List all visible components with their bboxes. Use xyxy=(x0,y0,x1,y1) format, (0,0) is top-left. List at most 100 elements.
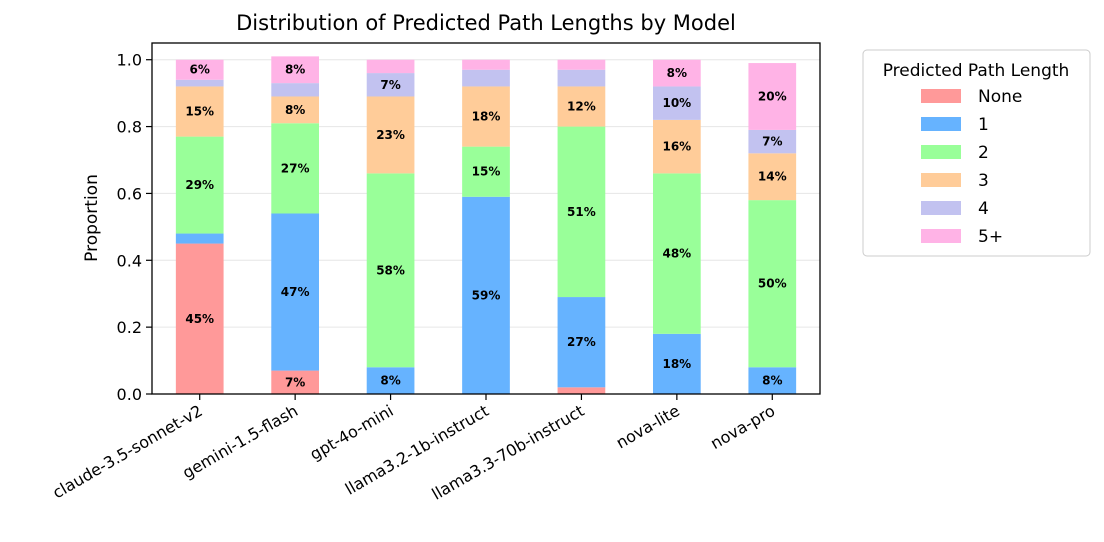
bar-value-label: 8% xyxy=(667,66,687,80)
legend-swatch xyxy=(921,201,961,215)
bar-segment xyxy=(271,213,319,371)
bar-segment xyxy=(175,86,224,137)
legend-swatch xyxy=(921,145,961,159)
bar-segment xyxy=(366,367,415,394)
x-tick-label: gpt-4o-mini xyxy=(307,401,397,464)
bar-segment xyxy=(462,59,510,70)
bar-value-label: 27% xyxy=(281,161,310,175)
bar-segment xyxy=(557,387,606,394)
legend-entry-label: 4 xyxy=(978,199,989,219)
bar-segment xyxy=(557,59,606,70)
y-tick-label: 0.6 xyxy=(117,184,142,203)
legend-entry-label: None xyxy=(978,87,1022,107)
bar-value-label: 8% xyxy=(285,103,305,117)
bar-value-label: 10% xyxy=(662,96,691,110)
bar-value-label: 7% xyxy=(380,78,400,92)
legend-entry-label: 5+ xyxy=(978,227,1003,247)
bar-segment xyxy=(748,129,797,154)
bar-value-label: 15% xyxy=(185,105,214,119)
bar-segment xyxy=(175,136,224,234)
bar-segment xyxy=(271,83,319,97)
bar-value-label: 18% xyxy=(472,110,501,124)
bar-labels: 45% 29% 15% 6% 7% 47% 27% 8% 8% 8% 58% 23% 7% 59% 15% 1… xyxy=(185,63,786,390)
bar-segment xyxy=(271,123,319,214)
bars xyxy=(175,56,797,394)
y-tick-label: 0.4 xyxy=(117,251,142,270)
bar-segment xyxy=(653,59,701,87)
bar-segment xyxy=(366,96,415,174)
bar-value-label: 14% xyxy=(758,170,787,184)
x-tick-label: llama3.3-70b-instruct xyxy=(428,401,587,504)
bar-value-label: 6% xyxy=(190,63,210,77)
y-axis-ticks: 0.0 0.2 0.4 0.6 0.8 1.0 xyxy=(117,51,152,404)
bar-value-label: 48% xyxy=(662,247,691,261)
bar-value-label: 16% xyxy=(662,140,691,154)
y-axis-label: Proportion xyxy=(82,174,102,262)
bar-segment xyxy=(271,96,319,124)
legend-entry-label: 1 xyxy=(978,115,989,135)
bar-value-label: 8% xyxy=(285,63,305,77)
bar-segment xyxy=(462,196,510,394)
bar-segment xyxy=(557,86,606,127)
bar-value-label: 50% xyxy=(758,277,787,291)
bar-value-label: 51% xyxy=(567,205,596,219)
bar-segment xyxy=(175,79,224,87)
legend-frame xyxy=(862,49,1091,257)
bar-value-label: 58% xyxy=(376,263,405,277)
x-tick-label: nova-lite xyxy=(613,401,683,452)
bar-value-label: 29% xyxy=(185,178,214,192)
bar-segment xyxy=(462,86,510,147)
bar-segment xyxy=(653,173,701,334)
bar-segment xyxy=(366,73,415,97)
bar-value-label: 7% xyxy=(285,375,305,389)
bar-value-label: 59% xyxy=(472,288,501,302)
bar-value-label: 7% xyxy=(762,135,782,149)
x-tick-label: claude-3.5-sonnet-v2 xyxy=(49,401,205,502)
bar-segment xyxy=(653,119,701,174)
bar-value-label: 20% xyxy=(758,89,787,103)
bar-segment xyxy=(557,69,606,87)
bar-value-label: 23% xyxy=(376,128,405,142)
legend-entry-label: 3 xyxy=(978,171,989,191)
legend-swatch xyxy=(921,173,961,187)
bar-segment xyxy=(175,243,224,394)
y-tick-label: 0.8 xyxy=(117,118,142,137)
legend-swatch xyxy=(921,117,961,131)
y-tick-label: 0.2 xyxy=(117,318,142,337)
chart-title: Distribution of Predicted Path Lengths b… xyxy=(236,11,736,35)
bar-segment xyxy=(748,367,797,394)
bar-segment xyxy=(175,233,224,244)
bar-segment xyxy=(748,63,797,130)
bar-segment xyxy=(462,146,510,197)
legend-entry-label: 2 xyxy=(978,143,989,163)
x-tick-label: nova-pro xyxy=(707,401,778,453)
bar-segment xyxy=(557,126,606,298)
bar-value-label: 18% xyxy=(662,357,691,371)
bar-value-label: 12% xyxy=(567,100,596,114)
bar-value-label: 8% xyxy=(380,374,400,388)
bar-value-label: 45% xyxy=(185,312,214,326)
bar-segment xyxy=(366,173,415,368)
bar-segment xyxy=(271,56,319,84)
legend: Predicted Path Length None 1 2 3 4 5+ xyxy=(862,49,1091,257)
bar-segment xyxy=(462,69,510,87)
bar-segment xyxy=(557,297,606,388)
bar-value-label: 15% xyxy=(472,165,501,179)
bar-segment xyxy=(653,86,701,120)
legend-swatch xyxy=(921,89,961,103)
bar-segment xyxy=(748,153,797,201)
bar-segment xyxy=(366,59,415,74)
legend-swatch xyxy=(921,229,961,243)
y-tick-label: 1.0 xyxy=(117,51,142,70)
bar-value-label: 27% xyxy=(567,335,596,349)
bar-value-label: 47% xyxy=(281,285,310,299)
legend-title: Predicted Path Length xyxy=(883,61,1070,81)
bar-segment xyxy=(653,333,701,394)
bar-segment xyxy=(271,370,319,394)
bar-segment xyxy=(748,200,797,368)
y-tick-label: 0.0 xyxy=(117,385,142,404)
bar-value-label: 8% xyxy=(762,374,782,388)
bar-segment xyxy=(175,59,224,80)
